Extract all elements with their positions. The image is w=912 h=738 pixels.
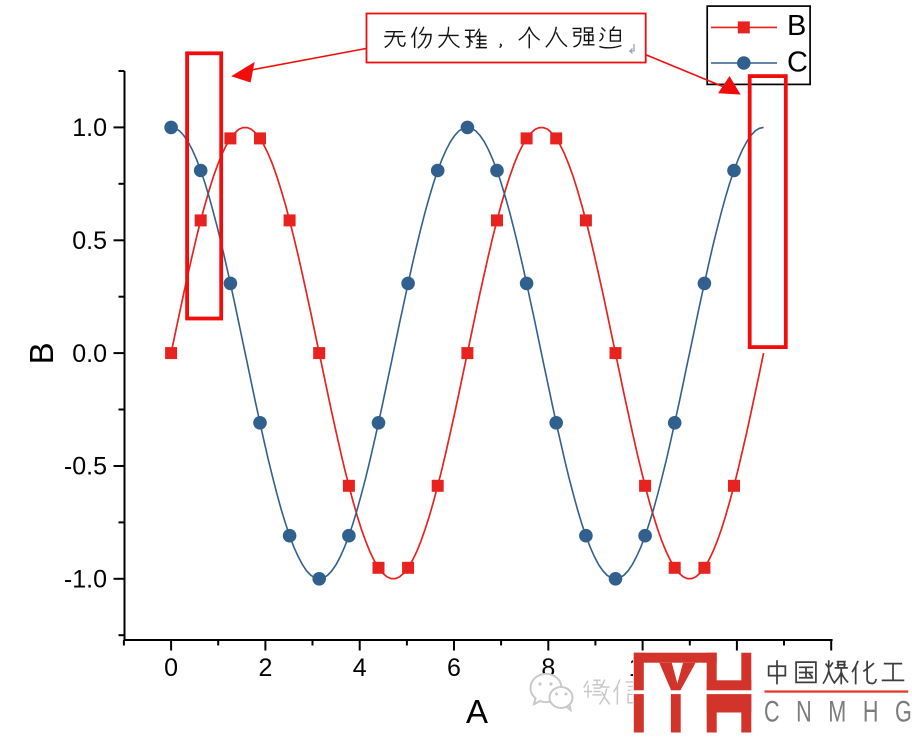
- svg-text:B: B: [787, 10, 806, 42]
- svg-text:4: 4: [353, 654, 367, 682]
- svg-text:6: 6: [447, 654, 461, 682]
- svg-text:CNMHG: CNMHG: [764, 694, 912, 728]
- svg-text:2: 2: [258, 654, 272, 682]
- svg-text:A: A: [466, 693, 488, 730]
- svg-text:0.0: 0.0: [72, 340, 107, 368]
- svg-text:0: 0: [164, 654, 178, 682]
- svg-text:0.5: 0.5: [72, 227, 107, 255]
- svg-text:-0.5: -0.5: [64, 453, 107, 481]
- svg-text:-1.0: -1.0: [64, 566, 107, 594]
- svg-text:1.0: 1.0: [72, 114, 107, 142]
- svg-text:C: C: [787, 47, 808, 79]
- svg-text:B: B: [23, 342, 60, 364]
